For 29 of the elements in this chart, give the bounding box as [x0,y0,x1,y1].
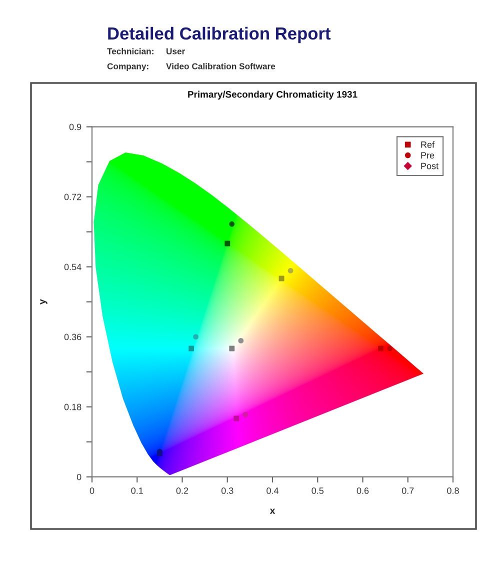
x-tick-label: 0.7 [402,488,414,494]
x-tick-label: 0.6 [356,488,369,494]
x-tick-label: 0 [90,488,94,494]
x-tick-label: 0.5 [312,488,324,494]
text: Company: [107,63,148,72]
y-tick-label: 0.9 [69,124,82,130]
point [229,346,235,352]
legend-label: Pre [421,152,434,159]
text: Video Calibration Software [166,62,276,70]
y-tick-label: 0.72 [64,194,82,200]
text: User [166,48,186,54]
chart-title: Primary/Secondary Chromaticity 1931 [188,90,358,100]
y-tick-label: 0.36 [64,334,82,340]
y-axis-title: y [40,299,48,304]
point [188,346,194,352]
y-tick-label: 0 [76,474,82,480]
x-tick-label: 0.8 [447,488,459,494]
point [234,416,240,422]
x-axis-title: x [270,508,276,514]
legend-label: Ref [421,141,435,148]
legend-label: Post [421,162,438,170]
x-tick-label: 0.1 [131,488,143,494]
x-tick-label: 0.4 [266,488,279,494]
y-tick-label: 0.18 [64,404,82,410]
text: Detailed Calibration Report [108,26,331,44]
y-tick-label: 0.54 [64,264,82,270]
x-tick-label: 0.2 [176,488,188,494]
x-tick-label: 0.3 [221,488,234,494]
text: Technician: [107,48,154,54]
